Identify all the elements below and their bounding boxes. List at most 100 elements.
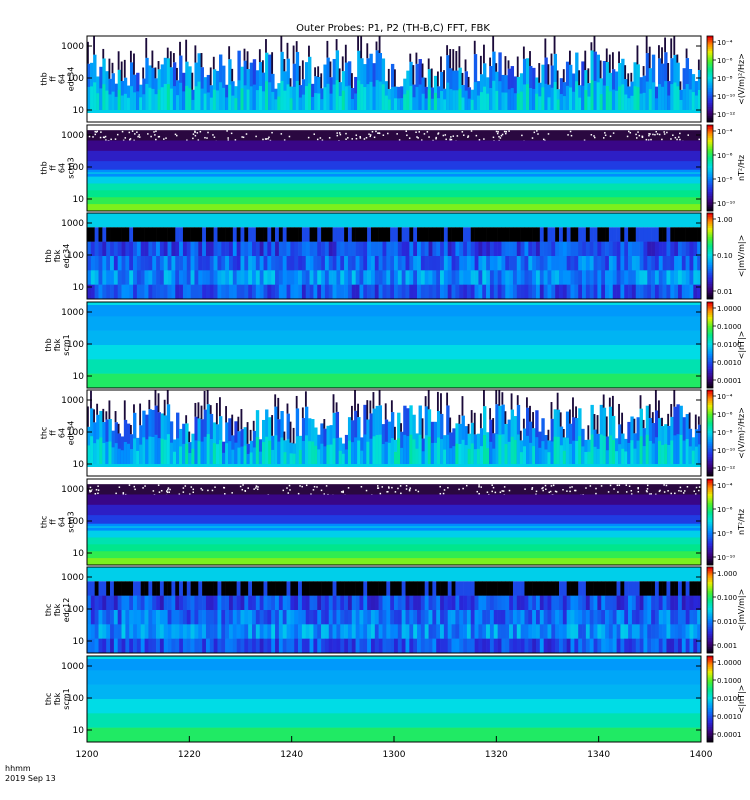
y-axis-label-line: thb: [44, 338, 53, 351]
spectrogram-image: [87, 479, 701, 565]
spectrogram-panel: 10 100 1000 thc ff 64 scm3 10⁻⁴ 10⁻⁶ 10⁻⁸ 10⁻¹⁰ nT²…: [40, 478, 746, 566]
y-axis-label-line: 64: [58, 517, 67, 527]
y-axis-label-line: fbk: [53, 603, 62, 616]
y-axis-label-line: thb: [44, 249, 53, 262]
colorbar-tick-label: 10⁻⁸: [717, 530, 733, 538]
chart-title: Outer Probes: P1, P2 (TH-B,C) FFT, FBK: [296, 23, 490, 34]
colorbar-tick-label: 10⁻⁶: [717, 152, 733, 160]
y-tick-label: 10: [73, 549, 85, 559]
colorbar: 10⁻⁴ 10⁻⁶ 10⁻⁸ 10⁻¹⁰ 10⁻¹²<(V/m)²/Hz>: [706, 35, 746, 123]
y-tick-label: 1000: [61, 42, 84, 52]
y-axis-label-line: edc12: [62, 598, 71, 623]
colorbar-tick-label: 10⁻¹⁰: [717, 93, 735, 101]
panel-frame: [86, 478, 702, 566]
colorbar-label: <(V/m)²/Hz>: [737, 407, 746, 459]
y-axis-label-line: ff: [49, 519, 58, 525]
y-axis-label: thb fbk scm1: [44, 334, 71, 355]
y-axis-label-line: fbk: [53, 692, 62, 705]
colorbar-tick-label: 10⁻¹²: [717, 111, 735, 119]
y-tick-label: 10: [73, 726, 85, 736]
y-axis-label-line: 64: [58, 163, 67, 173]
spectrogram-image: [87, 567, 701, 653]
y-axis-label-line: edc34: [67, 421, 76, 446]
colorbar-label: <|mV/m|>: [737, 235, 746, 278]
y-axis-label-line: fbk: [53, 249, 62, 262]
y-axis-label-line: edc34: [62, 244, 71, 269]
x-tick-label: 1340: [587, 750, 610, 760]
colorbar: 1.0000 0.1000 0.0100 0.0010 0.0001 <|nT|>: [706, 301, 746, 389]
y-tick-label: 10: [73, 637, 85, 647]
colorbar-tick-label: 10⁻¹⁰: [717, 447, 735, 455]
spectrogram-image: [87, 302, 701, 388]
colorbar-tick-label: 0.100: [717, 594, 737, 602]
colorbar: 10⁻⁴ 10⁻⁶ 10⁻⁸ 10⁻¹⁰ nT²/Hz: [706, 478, 746, 566]
colorbar: 1.00 0.10 0.01 <|mV/m|>: [706, 212, 746, 300]
spectrogram-image: [87, 36, 701, 122]
colorbar-label: <|nT|>: [737, 331, 746, 360]
y-axis-label-line: ff: [49, 430, 58, 436]
colorbar-tick-label: 0.0001: [717, 731, 742, 739]
colorbar-tick-label: 0.0100: [717, 341, 742, 349]
panel-frame: [86, 212, 702, 300]
spectrogram-panel: 10 100 1000 thb ff 64 scm3 10⁻⁴ 10⁻⁶ 10⁻⁸ 10⁻¹⁰ nT²…: [40, 124, 746, 212]
colorbar-tick-label: 0.0010: [717, 359, 742, 367]
y-tick-label: 100: [67, 74, 84, 84]
y-tick-label: 1000: [61, 396, 84, 406]
colorbar-tick-label: 10⁻⁴: [717, 128, 733, 136]
colorbar-label: <|nT|>: [737, 685, 746, 714]
panel-frame: [86, 389, 702, 477]
colorbar-tick-label: 0.0010: [717, 713, 742, 721]
colorbar-tick-label: 10⁻⁶: [717, 411, 733, 419]
y-axis-label-line: thc: [44, 693, 53, 706]
y-tick-label: 1000: [61, 131, 84, 141]
x-axis-label-line: hhmm: [5, 764, 31, 773]
y-tick-label: 100: [67, 694, 84, 704]
y-tick-label: 10: [73, 460, 85, 470]
y-tick-label: 100: [67, 340, 84, 350]
y-tick-label: 1000: [61, 662, 84, 672]
spectrogram-image: [87, 656, 701, 742]
y-tick-label: 100: [67, 163, 84, 173]
colorbar-tick-label: 10⁻⁴: [717, 393, 733, 401]
colorbar-label: <|mV/m|>: [737, 589, 746, 632]
y-tick-label: 100: [67, 605, 84, 615]
x-tick-label: 1200: [76, 750, 99, 760]
y-axis-label-line: ff: [49, 76, 58, 82]
y-tick-label: 10: [73, 195, 85, 205]
colorbar: 10⁻⁴ 10⁻⁶ 10⁻⁸ 10⁻¹⁰ 10⁻¹²<(V/m)²/Hz>: [706, 389, 746, 477]
y-axis-label-line: 64: [58, 74, 67, 84]
y-axis-label-line: 64: [58, 428, 67, 438]
spectrogram-image: [87, 390, 701, 476]
colorbar-tick-label: 0.1000: [717, 677, 742, 685]
y-axis-label-line: thc: [40, 427, 49, 440]
colorbar-tick-label: 0.01: [717, 288, 733, 296]
colorbar-tick-label: 10⁻¹⁰: [717, 554, 735, 562]
y-tick-label: 1000: [61, 219, 84, 229]
y-axis-label-line: fbk: [53, 338, 62, 351]
colorbar-tick-label: 1.0000: [717, 659, 742, 667]
spectrogram-panel: 10 100 1000 thc fbk edc12 1.000 0.100 0.010 0.001…: [44, 566, 746, 654]
spectrogram-image: [87, 125, 701, 211]
y-tick-label: 100: [67, 251, 84, 261]
colorbar-tick-label: 10⁻⁸: [717, 176, 733, 184]
y-tick-label: 1000: [61, 308, 84, 318]
panel-frame: [86, 124, 702, 212]
y-tick-label: 1000: [61, 573, 84, 583]
y-tick-label: 10: [73, 372, 85, 382]
colorbar-tick-label: 10⁻⁶: [717, 57, 733, 65]
x-tick-label: 1240: [280, 750, 303, 760]
y-axis-label-line: thc: [44, 604, 53, 617]
spectrogram-image: [87, 213, 701, 299]
y-axis-label-line: scm3: [67, 511, 76, 532]
y-axis-label-line: ff: [49, 165, 58, 171]
colorbar-tick-label: 10⁻⁴: [717, 39, 733, 47]
colorbar: 10⁻⁴ 10⁻⁶ 10⁻⁸ 10⁻¹⁰ nT²/Hz: [706, 124, 746, 212]
x-tick-label: 1220: [178, 750, 201, 760]
panel-frame: [86, 35, 702, 123]
panel-frame: [86, 566, 702, 654]
x-tick-label: 1320: [485, 750, 508, 760]
y-axis-label-line: scm3: [67, 157, 76, 178]
